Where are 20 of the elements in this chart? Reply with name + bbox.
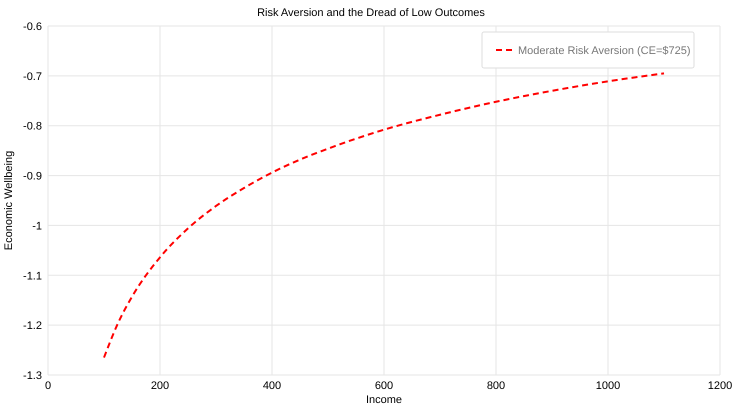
y-tick-label: -0.8 bbox=[23, 120, 42, 133]
x-axis-title: Income bbox=[366, 394, 402, 406]
y-tick-label: -0.7 bbox=[23, 70, 42, 83]
x-tick-label: 400 bbox=[262, 380, 282, 392]
y-tick-label: -1.2 bbox=[23, 320, 42, 332]
x-tick-label: 600 bbox=[374, 380, 394, 392]
y-tick-label: -0.6 bbox=[23, 21, 42, 33]
y-tick-label: -1.1 bbox=[23, 270, 42, 282]
x-tick-label: 1000 bbox=[596, 380, 620, 392]
y-tick-label: -1.3 bbox=[23, 370, 42, 382]
y-axis-title: Economic Wellbeing bbox=[3, 150, 15, 250]
legend-label: Moderate Risk Aversion (CE=$725) bbox=[518, 45, 691, 57]
x-tick-label: 200 bbox=[150, 380, 170, 392]
line-series bbox=[103, 72, 665, 359]
x-tick-label: 800 bbox=[486, 380, 506, 392]
chart-title: Risk Aversion and the Dread of Low Outcomes bbox=[257, 7, 486, 19]
y-tick-label: -0.9 bbox=[23, 170, 42, 183]
y-tick-label: -1 bbox=[32, 220, 42, 232]
x-tick-label: 0 bbox=[44, 380, 52, 392]
x-tick-label: 1200 bbox=[708, 380, 732, 392]
